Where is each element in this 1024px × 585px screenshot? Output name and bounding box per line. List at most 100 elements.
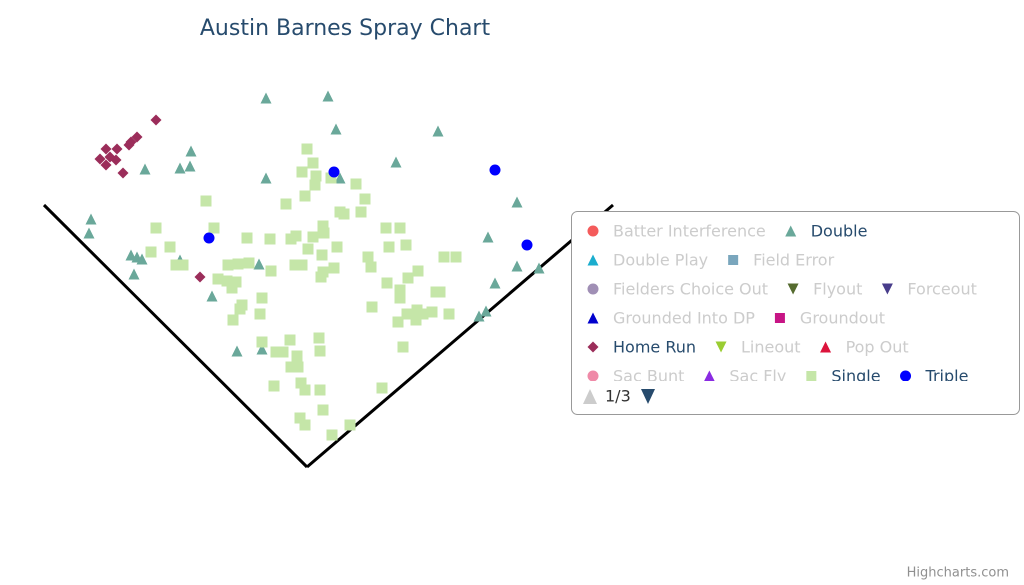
point [254, 308, 266, 320]
point [206, 290, 218, 302]
legend-symbol [728, 255, 739, 265]
legend-symbol [587, 341, 599, 353]
point [234, 303, 246, 315]
legend-page-down[interactable] [641, 389, 655, 404]
point [203, 232, 215, 244]
legend-item[interactable]: Groundout [774, 309, 885, 328]
point [284, 334, 296, 346]
point [317, 266, 329, 278]
point [438, 251, 450, 263]
point [226, 282, 238, 294]
point [411, 304, 423, 316]
legend-item[interactable]: Field Error [728, 251, 835, 270]
point [381, 277, 393, 289]
point [397, 341, 409, 353]
point [150, 222, 162, 234]
legend-symbol [900, 370, 912, 381]
point [164, 241, 176, 253]
legend-box [571, 211, 1020, 415]
point [390, 156, 402, 168]
point [253, 258, 265, 270]
point [394, 284, 406, 296]
point [208, 222, 220, 234]
point [417, 308, 429, 320]
point [511, 260, 523, 272]
legend-item[interactable]: Grounded Into DP [587, 309, 756, 328]
legend-item[interactable]: Double Play [587, 251, 709, 270]
legend-item[interactable]: Forceout [881, 280, 977, 299]
credits[interactable]: Highcharts.com [907, 566, 1009, 581]
point [318, 227, 330, 239]
legend-item[interactable]: Sac Bunt [587, 367, 685, 386]
legend-item[interactable]: Flyout [787, 280, 863, 299]
legend-label: Lineout [741, 338, 801, 357]
legend-label: Grounded Into DP [613, 309, 755, 328]
point [521, 239, 533, 251]
point [359, 193, 371, 205]
point [232, 258, 244, 270]
point [184, 160, 196, 172]
point [299, 419, 311, 431]
legend-item[interactable]: Triple [900, 367, 968, 386]
point [292, 361, 304, 373]
legend-item[interactable]: Single [806, 367, 881, 386]
legend-item[interactable]: Sac Fly [704, 367, 786, 386]
legend-item[interactable]: Home Run [587, 338, 697, 357]
point [313, 332, 325, 344]
point [307, 157, 319, 169]
legend-label: Forceout [907, 280, 977, 299]
point [338, 208, 350, 220]
point [296, 259, 308, 271]
point [264, 233, 276, 245]
legend-symbol [881, 283, 893, 295]
point [314, 384, 326, 396]
point [285, 233, 297, 245]
point [366, 301, 378, 313]
point [145, 246, 157, 258]
legend: Batter Interference Double Double Play Fiel… [587, 222, 977, 386]
legend-item[interactable]: Fielders Choice Out [587, 280, 769, 299]
point [295, 377, 307, 389]
point [268, 380, 280, 392]
point [362, 251, 374, 263]
point [256, 343, 268, 355]
foul-line [306, 203, 614, 469]
point [294, 412, 306, 424]
point [410, 314, 422, 326]
legend-symbol [587, 370, 599, 381]
legend-item[interactable]: Pop Out [820, 338, 909, 357]
point [380, 222, 392, 234]
point [94, 153, 106, 165]
point [450, 251, 462, 263]
point [243, 257, 255, 269]
legend-page-up[interactable] [583, 389, 597, 404]
point [85, 213, 97, 225]
point [301, 143, 313, 155]
legend-item[interactable]: Batter Interference [587, 222, 766, 241]
point [480, 305, 492, 317]
plot-area [83, 90, 545, 441]
legend-label: Triple [925, 367, 969, 386]
point [473, 310, 485, 322]
point [260, 172, 272, 184]
point [434, 286, 446, 298]
point [139, 163, 151, 175]
legend-item[interactable]: Lineout [715, 338, 801, 357]
point [330, 123, 342, 135]
point [533, 262, 545, 274]
point [426, 306, 438, 318]
point [394, 222, 406, 234]
point [401, 308, 413, 320]
legend-symbol [787, 283, 799, 295]
legend-symbol [774, 313, 785, 323]
point [200, 195, 212, 207]
point [489, 164, 501, 176]
point [117, 167, 129, 179]
legend-item[interactable]: Double [785, 222, 867, 241]
point [177, 259, 189, 271]
point [136, 253, 148, 265]
point [328, 262, 340, 274]
point [302, 243, 314, 255]
point [83, 227, 95, 239]
